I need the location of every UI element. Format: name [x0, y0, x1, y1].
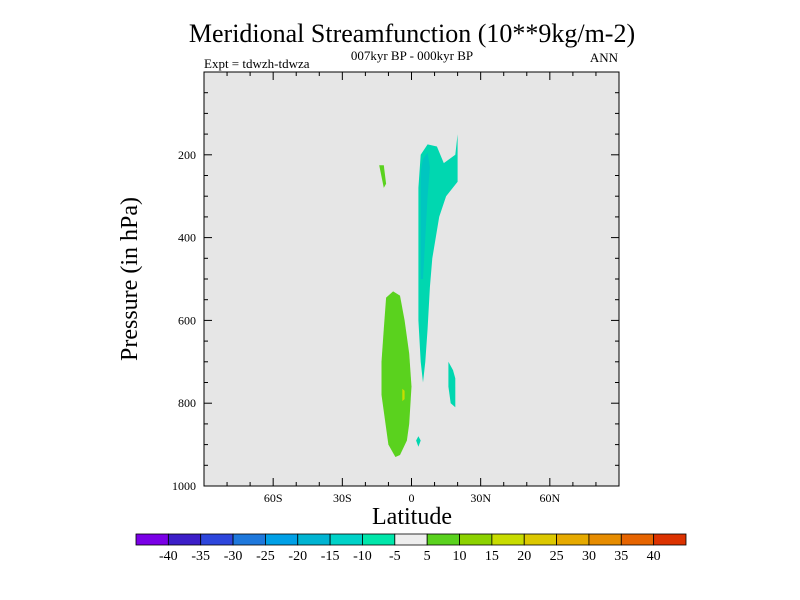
- colorbar-label: 40: [647, 549, 661, 564]
- x-tick-label: 30N: [470, 491, 491, 505]
- colorbar: -40 -35 -30 -25 -20 -15 -10 -5 5 10 15 20 25 30 35 40: [135, 533, 687, 564]
- colorbar-label: -10: [353, 549, 372, 564]
- colorbar-label: 25: [550, 549, 564, 564]
- y-axis-label: Pressure (in hPa): [117, 197, 143, 361]
- season-label: ANN: [590, 50, 619, 65]
- colorbar-label: -35: [191, 549, 210, 564]
- x-axis-label: Latitude: [372, 504, 452, 530]
- colorbar-swatch: [265, 533, 299, 546]
- colorbar-label: -30: [224, 549, 243, 564]
- colorbar-swatch: [426, 533, 460, 546]
- colorbar-label: -20: [288, 549, 307, 564]
- contour-region-negative-inner-core: [420, 152, 430, 279]
- colorbar-swatch: [620, 533, 655, 546]
- chart-title: Meridional Streamfunction (10**9kg/m-2): [189, 19, 635, 48]
- colorbar-label: 35: [614, 549, 628, 564]
- colorbar-label: -15: [321, 549, 340, 564]
- colorbar-swatch: [459, 533, 493, 546]
- colorbar-swatch: [329, 533, 363, 546]
- x-tick-label: 60S: [264, 491, 283, 505]
- chart-subtitle: 007kyr BP - 000kyr BP: [351, 48, 473, 63]
- colorbar-swatch: [523, 533, 557, 546]
- colorbar-swatch: [588, 533, 622, 546]
- x-tick-label: 60N: [539, 491, 560, 505]
- contour-region-positive-core-dot: [402, 388, 405, 402]
- y-tick-label: 600: [178, 313, 196, 327]
- colorbar-swatch: [232, 533, 266, 546]
- colorbar-label: 15: [485, 549, 499, 564]
- colorbar-label: 5: [424, 549, 431, 564]
- y-tick-label: 800: [178, 396, 196, 410]
- axes: 60S 30S 0 30N 60N 200 400 600 800 1000: [172, 72, 619, 505]
- colorbar-swatch: [362, 533, 396, 546]
- contour-region-positive-lower-cell: [381, 291, 412, 457]
- plot-area: [204, 72, 619, 486]
- contour-region-negative-upper-cell: [418, 134, 458, 383]
- colorbar-swatch: [135, 533, 169, 546]
- colorbar-swatch: [653, 533, 687, 546]
- colorbar-label: -25: [256, 549, 275, 564]
- y-tick-label: 1000: [172, 479, 196, 493]
- colorbar-label: -40: [159, 549, 178, 564]
- colorbar-label: -5: [389, 549, 401, 564]
- colorbar-swatch: [394, 533, 428, 546]
- colorbar-swatch: [556, 533, 590, 546]
- x-tick-label: 0: [409, 491, 415, 505]
- colorbar-swatch: [167, 533, 202, 546]
- contour-region-positive-upper-patch: [379, 165, 387, 188]
- colorbar-swatch: [297, 533, 331, 546]
- y-tick-label: 200: [178, 148, 196, 162]
- colorbar-label: 30: [582, 549, 596, 564]
- experiment-label: Expt = tdwzh-tdwza: [204, 56, 310, 71]
- x-tick-label: 30S: [333, 491, 352, 505]
- colorbar-label: 20: [517, 549, 531, 564]
- y-tick-label: 400: [178, 231, 196, 245]
- colorbar-swatch: [491, 533, 525, 546]
- contour-regions: [379, 134, 458, 457]
- colorbar-swatch: [200, 533, 234, 546]
- colorbar-label: 10: [453, 549, 467, 564]
- contour-region-negative-lower-blob: [448, 361, 456, 408]
- contour-region-negative-small-blob: [416, 436, 421, 447]
